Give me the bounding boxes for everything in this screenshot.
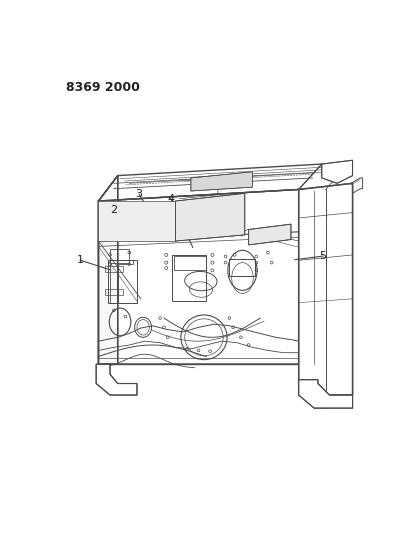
Polygon shape [96, 155, 352, 395]
Bar [171, 255, 206, 301]
Bar [108, 260, 137, 303]
Text: 8369 2000: 8369 2000 [66, 81, 139, 94]
Polygon shape [248, 224, 290, 245]
Polygon shape [175, 193, 244, 241]
Polygon shape [191, 172, 252, 191]
Bar [173, 256, 206, 270]
Text: 2: 2 [110, 205, 117, 215]
Polygon shape [98, 201, 175, 241]
Bar [229, 259, 254, 276]
Text: 3: 3 [135, 189, 142, 199]
Polygon shape [321, 160, 352, 183]
Polygon shape [96, 364, 137, 395]
Polygon shape [98, 189, 298, 364]
Bar [110, 249, 129, 263]
Polygon shape [298, 379, 352, 408]
Bar [302, 310, 348, 357]
Text: 4: 4 [167, 193, 174, 204]
Text: 1: 1 [76, 255, 83, 265]
Bar [108, 213, 132, 220]
Polygon shape [98, 175, 117, 364]
Polygon shape [298, 183, 352, 395]
Text: 5: 5 [319, 251, 326, 261]
